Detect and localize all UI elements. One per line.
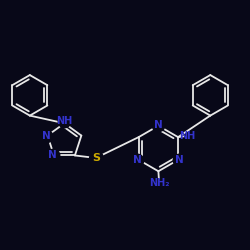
Text: NH₂: NH₂ <box>149 178 170 188</box>
Text: N: N <box>42 130 51 140</box>
Text: N: N <box>154 120 163 130</box>
Text: NH: NH <box>56 116 72 126</box>
Text: S: S <box>92 153 100 163</box>
Text: N: N <box>48 150 57 160</box>
Text: NH: NH <box>179 131 196 141</box>
Text: N: N <box>175 155 184 165</box>
Text: N: N <box>133 155 142 165</box>
